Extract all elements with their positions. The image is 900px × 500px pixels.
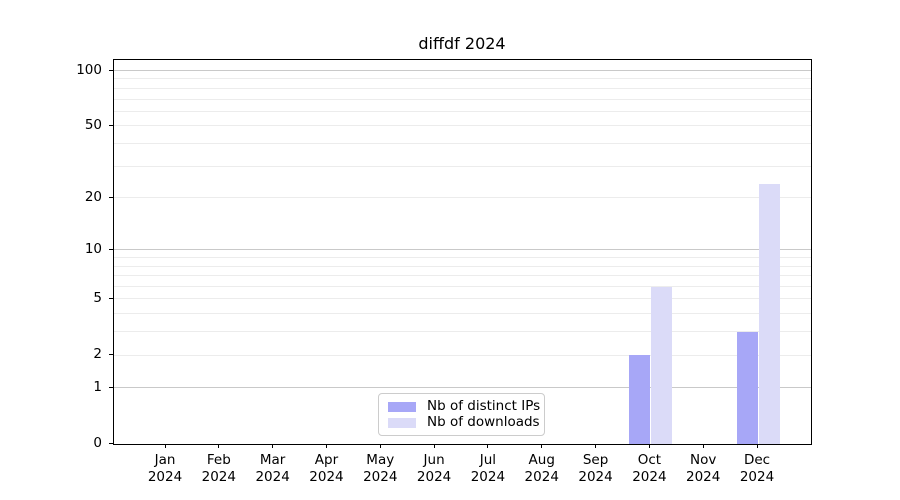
x-tick-mark xyxy=(595,444,597,448)
y-tick-mark xyxy=(109,354,113,356)
x-tick-mark xyxy=(433,444,435,448)
legend: Nb of distinct IPs Nb of downloads xyxy=(378,393,545,436)
bar-nb-of-distinct-ips-dec-2024 xyxy=(736,331,758,444)
minor-gridline xyxy=(114,125,811,127)
y-tick-label: 1 xyxy=(93,378,102,395)
x-tick-label: Sep 2024 xyxy=(578,451,613,485)
x-tick-label: Jul 2024 xyxy=(470,451,506,485)
bar-nb-of-distinct-ips-oct-2024 xyxy=(628,355,650,444)
major-gridline xyxy=(114,249,811,251)
legend-item-distinct-ips: Nb of distinct IPs xyxy=(388,399,540,414)
x-tick-label: Nov 2024 xyxy=(686,451,721,485)
y-tick-mark xyxy=(109,124,113,126)
minor-gridline xyxy=(114,257,811,259)
x-tick-label: Aug 2024 xyxy=(524,451,559,485)
x-tick-mark xyxy=(487,444,489,448)
minor-gridline xyxy=(114,78,811,80)
y-tick-mark xyxy=(109,386,113,388)
y-tick-label: 2 xyxy=(93,346,102,363)
legend-item-downloads: Nb of downloads xyxy=(388,415,540,430)
x-tick-mark xyxy=(541,444,543,448)
bar-nb-of-downloads-oct-2024 xyxy=(650,286,672,444)
x-tick-label: Jan 2024 xyxy=(147,451,183,485)
legend-swatch-distinct-ips xyxy=(388,401,416,412)
minor-gridline xyxy=(114,313,811,315)
minor-gridline xyxy=(114,165,811,167)
major-gridline xyxy=(114,387,811,389)
x-tick-label: Oct 2024 xyxy=(632,451,667,485)
minor-gridline xyxy=(114,354,811,356)
y-tick-mark xyxy=(109,69,113,71)
x-tick-label: May 2024 xyxy=(363,451,398,485)
x-tick-mark xyxy=(218,444,220,448)
bar-nb-of-downloads-dec-2024 xyxy=(758,183,780,444)
x-tick-mark xyxy=(379,444,381,448)
y-tick-label: 5 xyxy=(93,289,102,306)
x-tick-mark xyxy=(756,444,758,448)
y-tick-mark xyxy=(109,443,113,444)
x-tick-mark xyxy=(702,444,704,448)
x-tick-label: Dec 2024 xyxy=(739,451,775,485)
major-gridline xyxy=(114,70,811,71)
legend-label-downloads: Nb of downloads xyxy=(427,414,540,430)
y-tick-mark xyxy=(109,196,113,198)
minor-gridline xyxy=(114,87,811,89)
minor-gridline xyxy=(114,298,811,300)
y-tick-mark xyxy=(109,248,113,250)
x-tick-mark xyxy=(272,444,274,448)
x-tick-mark xyxy=(164,444,166,448)
y-tick-label: 50 xyxy=(84,116,102,133)
legend-label-distinct-ips: Nb of distinct IPs xyxy=(427,398,541,414)
legend-swatch-downloads xyxy=(388,417,416,428)
x-tick-mark xyxy=(648,444,650,448)
minor-gridline xyxy=(114,98,811,100)
plot-area xyxy=(113,59,812,445)
y-tick-label: 0 xyxy=(93,435,102,451)
y-tick-mark xyxy=(109,297,113,299)
chart-title: diffdf 2024 xyxy=(418,34,506,53)
y-tick-label: 20 xyxy=(84,188,102,205)
x-tick-label: Jun 2024 xyxy=(416,451,452,485)
y-tick-label: 10 xyxy=(84,240,102,257)
minor-gridline xyxy=(114,265,811,267)
x-tick-label: Feb 2024 xyxy=(201,451,236,485)
x-tick-label: Apr 2024 xyxy=(309,451,344,485)
minor-gridline xyxy=(114,275,811,277)
minor-gridline xyxy=(114,110,811,112)
y-tick-label: 100 xyxy=(76,61,102,78)
minor-gridline xyxy=(114,197,811,199)
minor-gridline xyxy=(114,142,811,144)
x-tick-label: Mar 2024 xyxy=(255,451,290,485)
minor-gridline xyxy=(114,286,811,288)
minor-gridline xyxy=(114,331,811,333)
x-tick-mark xyxy=(325,444,327,448)
